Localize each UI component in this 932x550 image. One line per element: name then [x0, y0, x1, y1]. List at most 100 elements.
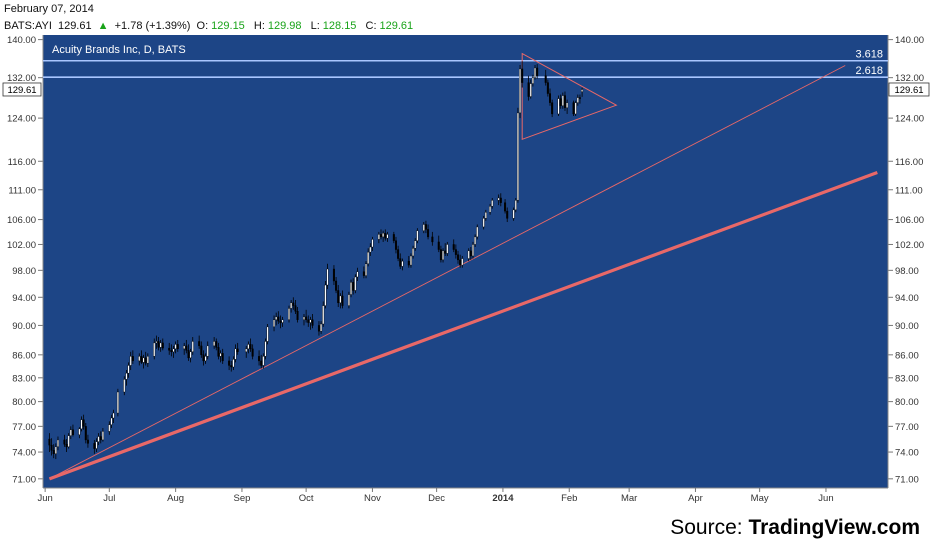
last-price-marker: 129.61 — [7, 85, 36, 96]
candle — [221, 348, 224, 364]
last-price-box — [888, 82, 930, 97]
candle — [146, 353, 149, 367]
candle — [142, 354, 145, 369]
low-value: 128.15 — [322, 20, 357, 32]
candle-body — [382, 232, 385, 238]
candle — [437, 235, 440, 253]
candle — [296, 307, 299, 323]
candle — [467, 248, 470, 262]
candle — [183, 342, 186, 355]
candle-body — [189, 351, 192, 359]
candle-body — [123, 379, 126, 393]
candle-body — [78, 428, 81, 436]
fib-level-label: 2.618 — [855, 65, 883, 77]
candle-body — [384, 232, 387, 239]
candle-body — [335, 280, 338, 291]
candle — [444, 243, 447, 256]
candle-body — [452, 244, 455, 250]
candle — [288, 305, 291, 323]
candle-body — [322, 305, 325, 325]
y-tick-label: 111.00 — [895, 185, 923, 196]
candle — [86, 434, 89, 448]
candle — [572, 100, 575, 117]
candle — [454, 244, 457, 259]
candle-body — [245, 348, 248, 353]
long-term-trendline — [48, 171, 878, 481]
candle-body — [232, 359, 235, 368]
candle-body — [183, 345, 186, 350]
candle-body — [407, 260, 410, 266]
y-tick-label: 98.00 — [12, 266, 36, 277]
plot-area[interactable] — [43, 35, 888, 488]
candle-body — [63, 439, 66, 445]
candle — [427, 224, 430, 240]
candle-body — [362, 271, 365, 276]
candle — [65, 439, 68, 453]
candle — [482, 215, 485, 230]
candle-body — [198, 341, 201, 347]
candle-body — [561, 95, 564, 106]
candle — [127, 362, 130, 378]
candle-body — [266, 326, 269, 342]
candle-body — [386, 234, 389, 239]
candle — [574, 100, 577, 117]
candle — [452, 239, 455, 253]
candle-body — [191, 341, 194, 353]
candle-body — [392, 234, 395, 241]
candle — [529, 79, 532, 99]
candle — [559, 94, 562, 109]
candle-body — [219, 353, 222, 357]
candle-body — [377, 234, 380, 240]
candle — [365, 261, 368, 279]
candle-body — [264, 341, 267, 357]
candle-body — [170, 350, 173, 353]
candle-body — [412, 248, 415, 257]
x-tick-label: Jun — [818, 493, 833, 504]
candle — [354, 274, 357, 294]
candle — [407, 255, 410, 268]
candle-body — [572, 102, 575, 115]
candle — [292, 297, 295, 310]
candle-body — [546, 82, 549, 94]
candle-body — [50, 444, 53, 451]
candle-body — [258, 356, 261, 362]
candle-body — [110, 417, 113, 425]
candle-body — [516, 112, 519, 201]
candle — [356, 267, 359, 281]
candle — [230, 360, 233, 372]
candle — [277, 311, 280, 324]
y-tick-label: 77.00 — [12, 422, 36, 433]
x-tick-label: Dec — [428, 493, 445, 504]
candle — [386, 231, 389, 242]
candle — [352, 278, 355, 295]
y-tick-label: 132.00 — [895, 73, 924, 84]
candle — [78, 427, 81, 439]
y-tick-label: 116.00 — [895, 157, 923, 168]
y-axis-right: 140.00 132.00 124.00 116.00 111.00 106.00 102.… — [887, 35, 924, 488]
price-chart[interactable]: Acuity Brands Inc, D, BATS 140.00132.001… — [0, 33, 932, 505]
candle-body — [484, 212, 487, 219]
candle-body — [467, 250, 470, 259]
candle — [347, 291, 350, 309]
candle-body — [581, 89, 584, 92]
x-tick-label: Sep — [233, 493, 250, 504]
candle — [367, 248, 370, 267]
candle-body — [339, 295, 342, 304]
candle — [322, 301, 325, 327]
candle — [557, 95, 560, 117]
candle — [153, 338, 156, 360]
y-tick-label: 140.00 — [895, 35, 924, 46]
candles — [48, 61, 584, 460]
candle — [506, 207, 509, 223]
candle-body — [394, 240, 397, 250]
candle-body — [294, 305, 297, 312]
candle — [384, 229, 387, 241]
candle — [80, 416, 83, 432]
candle — [198, 335, 201, 349]
y-tick-label: 80.00 — [895, 397, 919, 408]
candle — [317, 321, 320, 336]
candle — [320, 321, 323, 335]
candle-body — [206, 345, 209, 357]
candle — [155, 335, 158, 349]
candle-body — [474, 236, 477, 245]
